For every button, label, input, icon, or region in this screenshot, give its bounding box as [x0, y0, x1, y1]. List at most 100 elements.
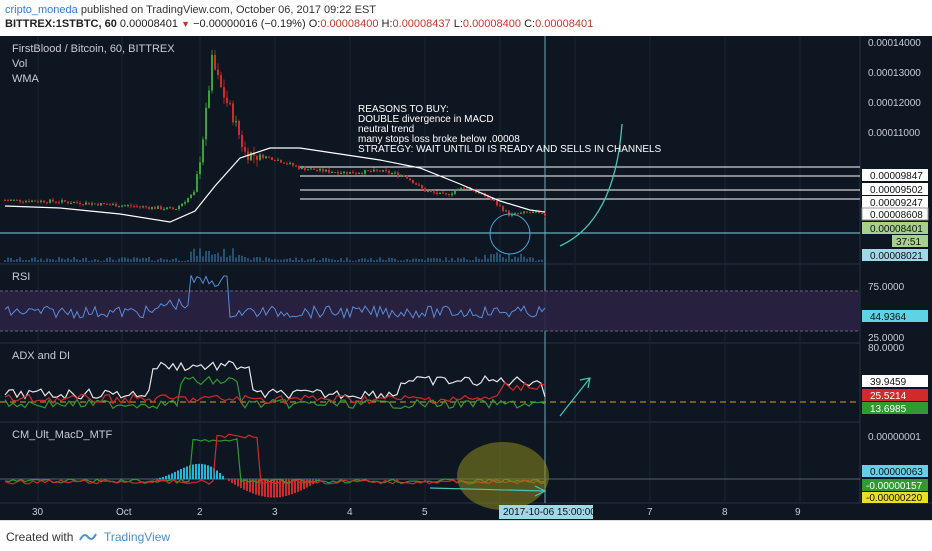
- candle: [184, 202, 186, 204]
- published-text: published on TradingView.com, October 06…: [80, 4, 376, 16]
- time-axis[interactable]: 30 Oct 2 3 4 5 7 8 9: [32, 507, 801, 518]
- macd-hist-bar: [186, 466, 188, 480]
- candle: [331, 172, 333, 174]
- highlight-circle: [489, 213, 531, 255]
- macd-hist-bar: [207, 465, 209, 480]
- volume-bar: [94, 259, 96, 262]
- volume-bar: [241, 255, 243, 262]
- candle: [145, 206, 147, 208]
- macd-hist-bar: [210, 466, 212, 480]
- candle: [172, 207, 174, 210]
- macd-hist-bar: [246, 479, 248, 492]
- volume-bar: [478, 258, 480, 262]
- macd-hist-bar: [174, 471, 176, 480]
- price-scale[interactable]: 0.00014000 0.00013000 0.00012000 0.00011…: [868, 38, 921, 139]
- candle: [289, 162, 291, 164]
- volume-bar: [187, 260, 189, 262]
- volume-bar: [466, 259, 468, 262]
- candle: [202, 139, 204, 163]
- level-badges: 0.00009847 0.00009502 0.00009247 0.00008…: [861, 169, 929, 262]
- author-link[interactable]: cripto_moneda: [5, 4, 78, 16]
- candle: [211, 54, 213, 91]
- candle: [49, 199, 51, 203]
- candle: [373, 169, 375, 172]
- candle: [436, 192, 438, 194]
- candle: [304, 167, 306, 171]
- candle: [478, 192, 480, 194]
- volume-bar: [382, 259, 384, 262]
- candle: [322, 168, 324, 172]
- volume-bar: [406, 259, 408, 262]
- candle: [142, 206, 144, 208]
- candle: [136, 206, 138, 208]
- candle: [352, 172, 354, 174]
- projection-arrow: [559, 123, 623, 247]
- candle: [19, 199, 21, 202]
- candle: [493, 199, 495, 201]
- candle: [403, 175, 405, 177]
- macd-tick: 0.00000001: [868, 432, 921, 443]
- chart-svg[interactable]: FirstBlood / Bitcoin, 60, BITTREX Vol WM…: [0, 36, 932, 520]
- volume-bar: [283, 259, 285, 262]
- volume-bar: [523, 256, 525, 262]
- candle: [232, 103, 234, 123]
- candle: [370, 170, 372, 172]
- candle: [367, 170, 369, 172]
- candle: [244, 147, 246, 152]
- volume-bar: [67, 258, 69, 262]
- volume-bar: [199, 248, 201, 262]
- volume-bar: [418, 258, 420, 262]
- annotation-line: STRATEGY: WAIT UNTIL DI IS READY AND SEL…: [358, 144, 662, 155]
- tradingview-logo-icon[interactable]: [78, 532, 98, 542]
- candle: [316, 169, 318, 171]
- volume-bar: [475, 256, 477, 262]
- candle: [535, 211, 537, 213]
- candle: [475, 190, 477, 193]
- candle: [187, 198, 189, 203]
- candle: [181, 203, 183, 206]
- volume-bar: [139, 258, 141, 262]
- volume-bar: [463, 257, 465, 262]
- chart-area[interactable]: FirstBlood / Bitcoin, 60, BITTREX Vol WM…: [0, 36, 932, 520]
- candle: [397, 172, 399, 177]
- last-price-badge: 0.00008401: [870, 224, 923, 235]
- candle: [376, 169, 378, 171]
- candle: [190, 194, 192, 199]
- candle: [265, 156, 267, 159]
- candle: [205, 107, 207, 140]
- volume-bar: [193, 248, 195, 262]
- macd-hist-bar: [294, 479, 296, 494]
- candle: [124, 205, 126, 207]
- volume-bar: [175, 258, 177, 262]
- volume-bar: [31, 257, 33, 262]
- volume-bar: [7, 257, 9, 262]
- wma-line: [4, 147, 546, 223]
- volume-bar: [427, 257, 429, 262]
- candle: [274, 160, 276, 162]
- macd-hist-bar: [291, 479, 293, 495]
- volume-bar: [121, 257, 123, 262]
- rsi-band: [0, 291, 860, 331]
- macd-hist-bar: [303, 479, 305, 490]
- volume-bar: [457, 257, 459, 262]
- candle: [241, 134, 243, 148]
- macd-hist-bar: [156, 478, 158, 480]
- candle: [10, 199, 12, 201]
- candle: [151, 206, 153, 209]
- volume-bar: [496, 252, 498, 262]
- volume-bar: [97, 259, 99, 262]
- candle: [310, 168, 312, 170]
- volume-bar: [484, 254, 486, 262]
- macd-hist-bar: [198, 463, 200, 480]
- candle: [259, 154, 261, 160]
- candle: [76, 202, 78, 204]
- volume-bar: [433, 258, 435, 262]
- time-tick: Oct: [116, 507, 132, 518]
- tradingview-brand-link[interactable]: TradingView: [104, 530, 171, 544]
- candle: [301, 167, 303, 170]
- volume-bar: [100, 260, 102, 262]
- price-tick: 0.00011000: [868, 128, 921, 139]
- candle: [523, 211, 525, 213]
- candle: [334, 172, 336, 174]
- volume-bar: [268, 258, 270, 262]
